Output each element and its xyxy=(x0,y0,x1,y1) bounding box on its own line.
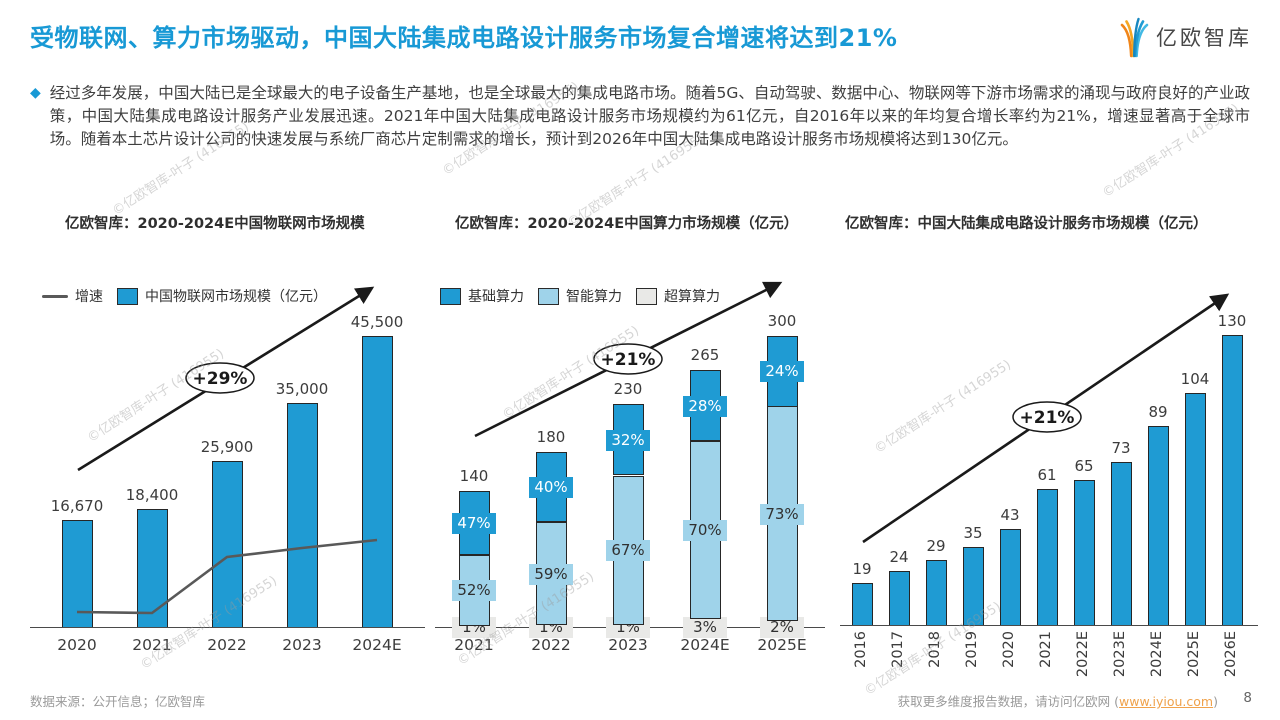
x-axis-label: 2021 xyxy=(132,636,172,654)
bar-total-label: 140 xyxy=(459,467,489,485)
bar xyxy=(1221,335,1243,625)
segment-pct-label: 67% xyxy=(606,540,650,561)
segment-pct-label: 40% xyxy=(529,477,573,498)
segment-pct-label: 52% xyxy=(452,580,496,601)
bar-value-label: 65 xyxy=(1074,457,1094,475)
bullet-diamond-icon: ◆ xyxy=(30,85,41,101)
brand-logo-icon xyxy=(1120,17,1149,58)
brand-logo: 亿欧智库 xyxy=(1117,16,1252,58)
bar-total-label: 230 xyxy=(613,380,643,398)
bar-value-label: 24 xyxy=(889,548,909,566)
bar xyxy=(888,571,910,625)
bar xyxy=(211,461,243,627)
segment-pct-label: 70% xyxy=(683,520,727,541)
x-axis-label: 2021 xyxy=(1038,631,1054,668)
x-axis-label: 2025E xyxy=(757,636,807,654)
x-axis-label: 2023E xyxy=(1112,631,1128,678)
bar-value-label: 35 xyxy=(963,524,983,542)
segment-pct-label: 24% xyxy=(760,361,804,382)
segment-pct-label: 32% xyxy=(606,430,650,451)
x-axis-label: 2020 xyxy=(1001,631,1017,668)
footer-promo-suffix: ) xyxy=(1213,694,1218,709)
x-axis-label: 2024E xyxy=(680,636,730,654)
x-axis-label: 2024E xyxy=(1149,631,1165,678)
x-axis-label: 2021 xyxy=(454,636,494,654)
bar-value-label: 104 xyxy=(1180,370,1210,388)
bar-value-label: 25,900 xyxy=(200,438,254,456)
bar xyxy=(1036,489,1058,625)
bar-value-label: 45,500 xyxy=(350,313,404,331)
intro-block: ◆ 经过多年发展，中国大陆已是全球最大的电子设备生产基地，也是全球最大的集成电路… xyxy=(30,82,1250,151)
bar xyxy=(136,509,168,627)
legend-growth-line-swatch xyxy=(42,294,68,298)
x-axis-label: 2026E xyxy=(1223,631,1239,678)
bar-value-label: 16,670 xyxy=(50,497,104,515)
bar xyxy=(851,583,873,625)
x-axis-label: 2018 xyxy=(927,631,943,668)
page-title: 受物联网、算力市场驱动，中国大陆集成电路设计服务市场复合增速将达到21% xyxy=(30,24,898,52)
bar xyxy=(1073,480,1095,625)
bar xyxy=(999,529,1021,625)
footer-promo-prefix: 获取更多维度报告数据，请访问亿欧网 ( xyxy=(897,694,1120,709)
segment-pct-label: 47% xyxy=(452,513,496,534)
x-axis-label: 2023 xyxy=(608,636,648,654)
bar-value-label: 19 xyxy=(852,560,872,578)
page-number: 8 xyxy=(1243,690,1252,706)
bar-value-label: 73 xyxy=(1111,439,1131,457)
chart-title-computing: 亿欧智库：2020-2024E中国算力市场规模（亿元） xyxy=(455,216,799,232)
bar-value-label: 130 xyxy=(1217,312,1247,330)
computing-market-chart: 1% 52% 47% 140 2021 1% 59% 40% 180 2022 1% 67% 32% 23… xyxy=(435,270,825,654)
bar xyxy=(1110,462,1132,625)
bar-total-label: 300 xyxy=(767,312,797,330)
x-axis-label: 2022 xyxy=(531,636,571,654)
x-axis-label: 2019 xyxy=(964,631,980,668)
x-axis-label: 2017 xyxy=(890,631,906,668)
bar xyxy=(925,560,947,625)
bar-value-label: 43 xyxy=(1000,506,1020,524)
bar xyxy=(361,336,393,627)
segment-pct-label: 59% xyxy=(529,564,573,585)
iyiou-link[interactable]: www.iyiou.com xyxy=(1119,694,1214,709)
x-axis-label: 2020 xyxy=(57,636,97,654)
data-source-note: 数据来源：公开信息；亿欧智库 xyxy=(30,694,206,709)
x-axis-label: 2023 xyxy=(282,636,322,654)
iot-market-chart: 16,670 2020 18,400 2021 25,900 2022 35,000 2023… xyxy=(30,270,425,654)
bar-value-label: 18,400 xyxy=(125,486,179,504)
x-axis-label: 2022E xyxy=(1075,631,1091,678)
segment-pct-label: 2% xyxy=(760,617,804,638)
intro-paragraph: 经过多年发展，中国大陆已是全球最大的电子设备生产基地，也是全球最大的集成电路市场… xyxy=(49,84,1250,148)
bar-value-label: 35,000 xyxy=(275,380,329,398)
x-axis-label: 2016 xyxy=(853,631,869,668)
ic-design-market-chart: 19 2016 24 2017 29 2018 35 2019 43 2020 61 2021 65 20… xyxy=(840,272,1258,677)
segment-pct-label: 73% xyxy=(760,504,804,525)
chart-title-iot: 亿欧智库：2020-2024E中国物联网市场规模 xyxy=(65,216,365,232)
bar xyxy=(61,520,93,627)
bar xyxy=(1184,393,1206,625)
bar-value-label: 89 xyxy=(1148,403,1168,421)
bar xyxy=(286,403,318,627)
bar xyxy=(1147,426,1169,625)
bar-total-label: 180 xyxy=(536,428,566,446)
x-axis-label: 2025E xyxy=(1186,631,1202,678)
segment-pct-label: 3% xyxy=(683,617,727,638)
footer-promo: 获取更多维度报告数据，请访问亿欧网 (www.iyiou.com) xyxy=(898,691,1218,710)
chart-title-ic-design: 亿欧智库：中国大陆集成电路设计服务市场规模（亿元） xyxy=(845,216,1208,232)
bar xyxy=(962,547,984,625)
bar-total-label: 265 xyxy=(690,346,720,364)
x-axis-label: 2024E xyxy=(352,636,402,654)
x-axis-label: 2022 xyxy=(207,636,247,654)
segment-pct-label: 28% xyxy=(683,396,727,417)
legend-basic-computing-swatch xyxy=(440,287,461,305)
brand-logo-text: 亿欧智库 xyxy=(1156,26,1252,50)
